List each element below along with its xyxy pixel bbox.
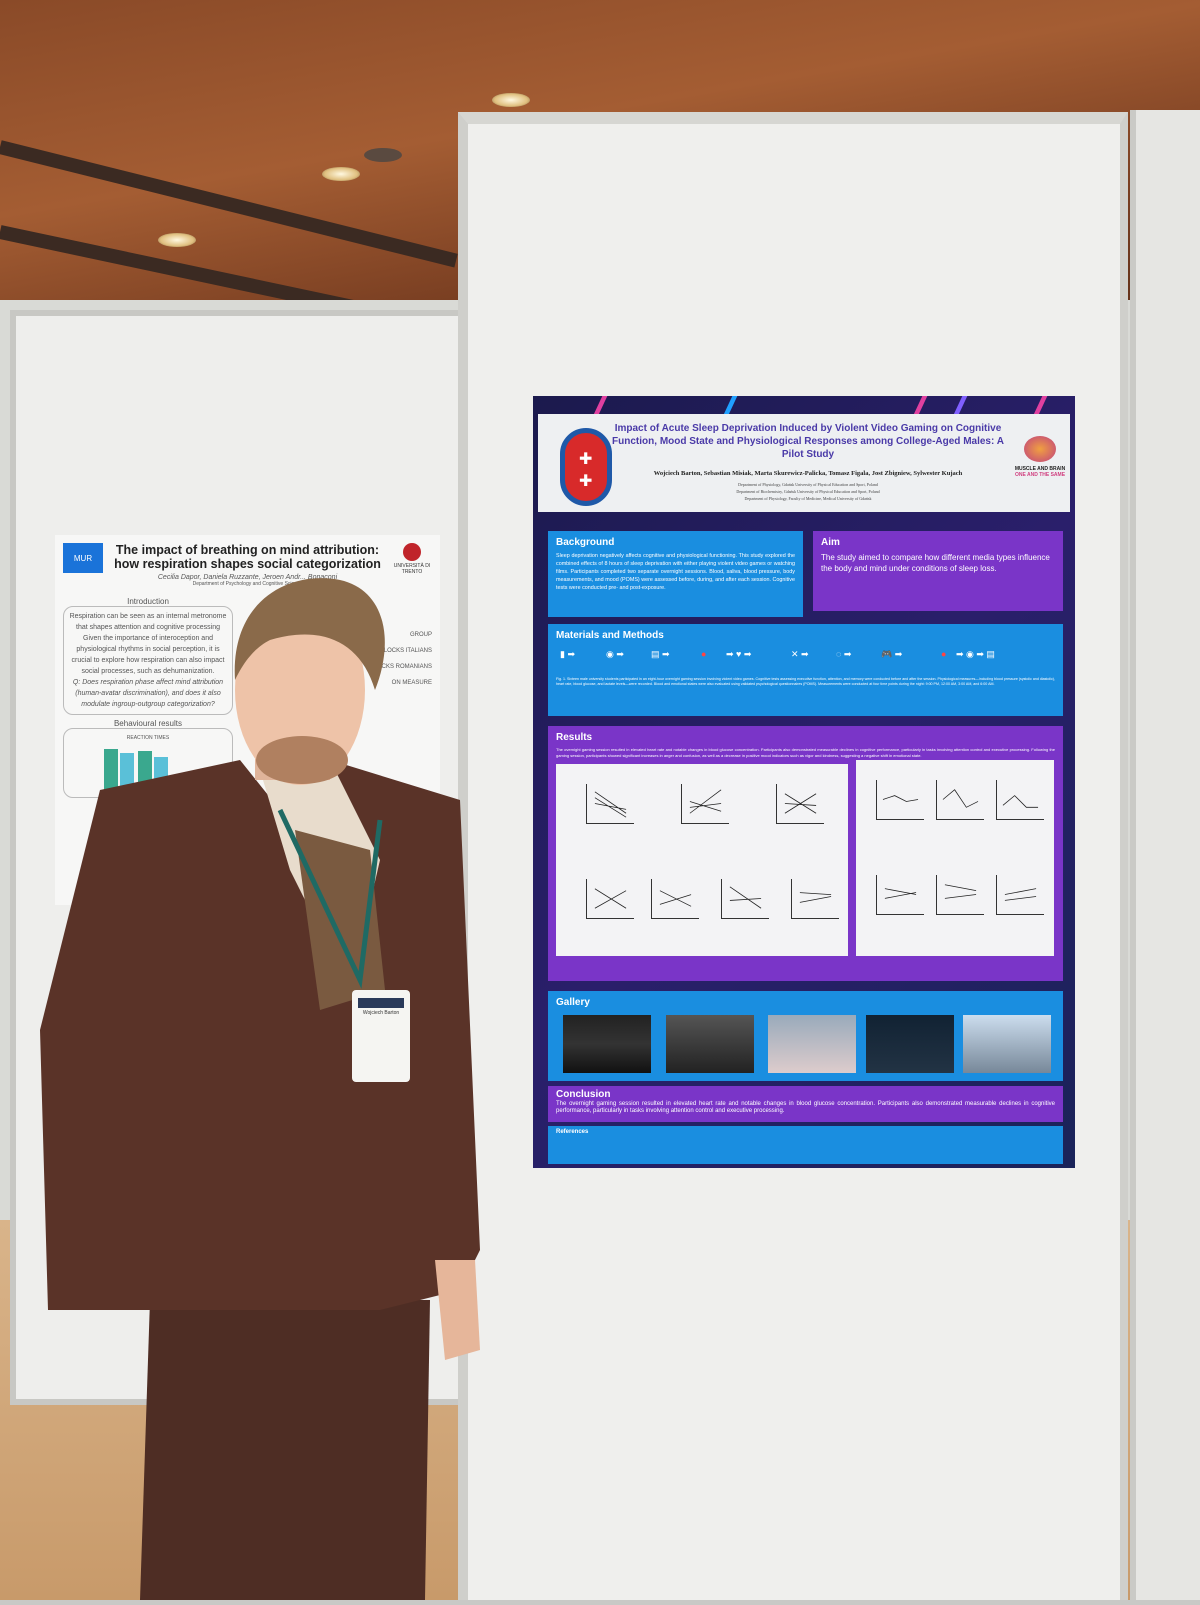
results-section: Results The overnight gaming session res… bbox=[548, 726, 1063, 981]
aim-section: Aim The study aimed to compare how diffe… bbox=[813, 531, 1063, 611]
affiliation: Department of Biochemistry, Gdańsk Unive… bbox=[736, 489, 880, 494]
research-poster: ✚ ✚ Impact of Acute Sleep Deprivation Ind… bbox=[533, 396, 1075, 1168]
intro-text: Respiration can be seen as an internal m… bbox=[69, 613, 227, 631]
results-text: The overnight gaming session resulted in… bbox=[556, 747, 1055, 758]
mini-chart bbox=[996, 875, 1044, 915]
mini-chart bbox=[876, 780, 924, 820]
name-badge bbox=[352, 990, 410, 1082]
intro-question: Q: Does respiration phase affect mind at… bbox=[72, 679, 224, 708]
background-heading: Background bbox=[556, 537, 615, 548]
mini-chart bbox=[721, 879, 769, 919]
gallery-section: Gallery bbox=[548, 991, 1063, 1081]
gallery-heading: Gallery bbox=[556, 997, 590, 1008]
bar bbox=[120, 753, 134, 791]
blood-drop-icon: ● bbox=[941, 649, 947, 659]
logo-line: ONE AND THE SAME bbox=[1014, 472, 1066, 478]
side-label: GROUP bbox=[409, 632, 432, 638]
heart-rate-icon: ◌ ➡ bbox=[836, 649, 852, 659]
mini-chart bbox=[586, 879, 634, 919]
poster-authors: Wojciech Barton, Sebastian Misiak, Marta… bbox=[653, 470, 963, 477]
trento-logo-text: UNIVERSITÀ DI TRENTO bbox=[393, 563, 431, 575]
methods-heading: Materials and Methods bbox=[556, 630, 664, 641]
methods-caption: Fig. 1. Sixteen male university students… bbox=[556, 677, 1055, 686]
mini-chart bbox=[651, 879, 699, 919]
gallery-photo bbox=[666, 1015, 754, 1073]
mini-chart bbox=[776, 784, 824, 824]
hair bbox=[234, 578, 385, 690]
gamepad-icon: 🎮 ➡ bbox=[881, 649, 903, 659]
chart-label: REACTION TIMES bbox=[126, 735, 170, 741]
arrow-icon: ➡ ♥ ➡ bbox=[726, 649, 752, 659]
left-poster-department: Department of Psychology and Cognitive S… bbox=[192, 581, 303, 587]
aim-heading: Aim bbox=[821, 537, 840, 548]
intro-text: Given the importance of interoception an… bbox=[71, 635, 225, 675]
references-heading: References bbox=[556, 1129, 589, 1135]
questionnaire-icon: ▤ ➡ bbox=[651, 649, 670, 659]
face bbox=[235, 595, 365, 785]
person: Wojciech Barton bbox=[40, 570, 500, 1600]
references-section: References bbox=[548, 1126, 1063, 1164]
side-label: ON MEASURE bbox=[391, 680, 432, 686]
university-seal-icon: ✚ ✚ bbox=[560, 428, 612, 506]
gallery-photo bbox=[866, 1015, 954, 1073]
background-text: Sleep deprivation negatively affects cog… bbox=[556, 553, 795, 591]
conclusion-text: The overnight gaming session resulted in… bbox=[556, 1101, 1055, 1114]
mini-chart bbox=[681, 784, 729, 824]
trento-seal-icon bbox=[403, 543, 421, 561]
trento-logo: UNIVERSITÀ DI TRENTO bbox=[392, 543, 432, 575]
affiliation: Department of Physiology, Gdańsk Univers… bbox=[738, 482, 878, 487]
ceiling-lamp bbox=[364, 148, 402, 162]
body-composition-icon: ▮ ➡ bbox=[560, 649, 575, 659]
saliva-icon: ✕ ➡ bbox=[791, 649, 809, 659]
side-label: BLOCKS ROMANIANS bbox=[369, 664, 432, 670]
mini-chart bbox=[791, 879, 839, 919]
poster-header: ✚ ✚ Impact of Acute Sleep Deprivation Ind… bbox=[538, 414, 1070, 512]
gallery-photo bbox=[563, 1015, 651, 1073]
conclusion-heading: Conclusion bbox=[556, 1089, 611, 1100]
suit-trousers bbox=[140, 1300, 430, 1600]
background-section: Background Sleep deprivation negatively … bbox=[548, 531, 803, 617]
far-poster-board bbox=[1130, 110, 1200, 1600]
intro-heading: Introduction bbox=[127, 597, 169, 606]
mini-chart bbox=[586, 784, 634, 824]
poms-figures-panel bbox=[556, 764, 848, 956]
left-poster-title: The impact of breathing on mind attribut… bbox=[114, 543, 381, 571]
logo-line: MUSCLE AND BRAIN bbox=[1014, 466, 1066, 472]
ceiling-lamp bbox=[322, 167, 360, 181]
mini-chart bbox=[876, 875, 924, 915]
mini-chart bbox=[996, 780, 1044, 820]
mini-chart bbox=[936, 780, 984, 820]
results-heading: Results bbox=[556, 732, 593, 743]
cognitive-tests-icon: ◉ ➡ bbox=[606, 649, 624, 659]
hand bbox=[435, 1260, 480, 1360]
affiliation: Department of Physiology, Faculty of Med… bbox=[744, 496, 872, 501]
physiology-figures-panel bbox=[856, 760, 1054, 956]
mini-chart bbox=[936, 875, 984, 915]
poster-title: Impact of Acute Sleep Deprivation Induce… bbox=[612, 423, 1004, 460]
ceiling-lamp bbox=[158, 233, 196, 247]
methods-flowchart: ▮ ➡ ◉ ➡ ▤ ➡ ● ➡ ♥ ➡ ✕ ➡ ◌ ➡ 🎮 ➡ ● ➡ ◉ ➡ … bbox=[556, 645, 1055, 677]
gallery-photo bbox=[768, 1015, 856, 1073]
results-heading: Behavioural results bbox=[113, 719, 183, 728]
badge-name: Wojciech Barton bbox=[362, 1010, 400, 1016]
brain-logo-icon bbox=[1024, 436, 1056, 462]
blood-drop-icon: ● bbox=[701, 649, 707, 659]
conclusion-section: Conclusion The overnight gaming session … bbox=[548, 1086, 1063, 1122]
ceiling-lamp bbox=[492, 93, 530, 107]
side-label: BLOCKS ITALIANS bbox=[379, 648, 432, 654]
arrow-icon: ➡ ◉ ➡ ▤ bbox=[956, 649, 995, 659]
bar bbox=[104, 749, 118, 791]
suit-jacket bbox=[40, 760, 480, 1310]
intro-box: Respiration can be seen as an internal m… bbox=[63, 606, 233, 715]
left-poster-authors: Cecilia Dapor, Daniela Ruzzante, Jeroen … bbox=[157, 574, 338, 581]
muscle-and-brain-logo: MUSCLE AND BRAIN ONE AND THE SAME bbox=[1012, 466, 1068, 478]
mur-logo: MUR bbox=[63, 543, 103, 573]
methods-section: Materials and Methods ▮ ➡ ◉ ➡ ▤ ➡ ● ➡ ♥ … bbox=[548, 624, 1063, 716]
gallery-photo bbox=[963, 1015, 1051, 1073]
lanyard bbox=[277, 808, 383, 989]
aim-text: The study aimed to compare how different… bbox=[821, 553, 1050, 573]
